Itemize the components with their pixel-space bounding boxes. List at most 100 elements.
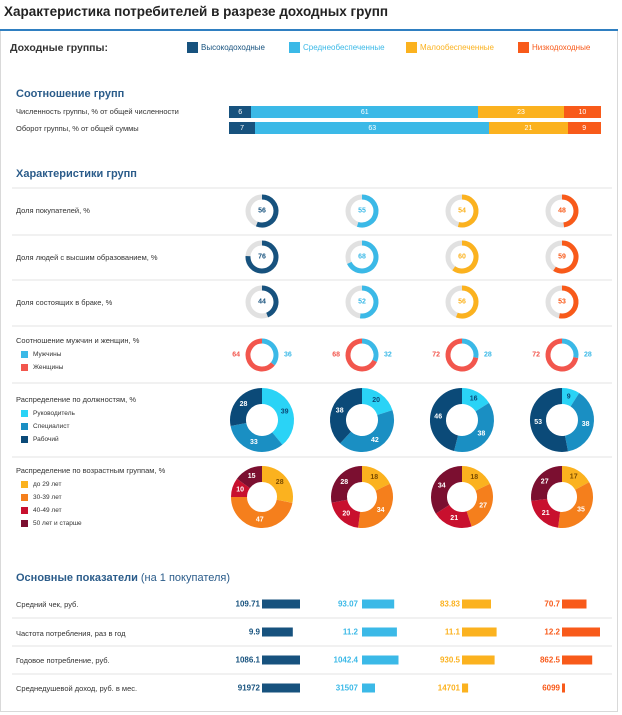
legend-text: Малообеспеченные <box>420 43 494 52</box>
age-donut-label: 28 <box>340 479 348 486</box>
gauge-value: 56 <box>258 208 266 215</box>
positions-donut-label: 38 <box>478 431 486 438</box>
indicator-value: 91972 <box>238 684 261 693</box>
content-frame <box>0 31 618 712</box>
age-donut-label: 15 <box>248 473 256 480</box>
gauge-value: 55 <box>358 208 366 215</box>
indicator-bar <box>262 599 300 609</box>
section-title-indicators: Основные показатели (на 1 покупателя) <box>16 572 230 584</box>
positions-donut-label: 42 <box>371 437 379 444</box>
gender-arc-men <box>461 338 479 359</box>
age-donut-segment <box>461 466 491 492</box>
age-donut-segment <box>361 466 391 492</box>
legend-swatch <box>21 481 28 488</box>
gender-value-women: 72 <box>432 352 440 359</box>
legend-swatch <box>289 42 300 53</box>
gauge-arc <box>558 285 579 319</box>
gauge-value: 60 <box>458 254 466 261</box>
positions-donut-label: 38 <box>336 408 344 415</box>
gauge-value: 48 <box>558 208 566 215</box>
legend-text: Высокодоходные <box>201 43 265 52</box>
indicator-bar <box>562 683 565 693</box>
section-title-subtext: (на 1 покупателя) <box>140 572 231 584</box>
positions-donut-segment <box>340 410 394 452</box>
gauge-value: 56 <box>458 299 466 306</box>
indicator-value: 1042.4 <box>334 656 359 665</box>
gender-arc-women <box>245 338 275 372</box>
age-donut-segment <box>261 466 293 503</box>
gender-value-women: 64 <box>232 352 240 359</box>
indicator-bar <box>462 655 495 665</box>
section-title-text: Основные показатели <box>16 572 138 584</box>
positions-donut-segment <box>430 388 463 451</box>
age-donut-label: 18 <box>370 474 378 481</box>
age-donut-label: 28 <box>276 479 284 486</box>
gender-value-men: 28 <box>484 352 492 359</box>
legend-swatch <box>406 42 417 53</box>
positions-donut-segment <box>561 387 580 407</box>
indicator-bar <box>262 655 300 665</box>
indicator-bar <box>562 627 600 637</box>
gauge-arc <box>553 240 579 274</box>
indicator-value: 93.07 <box>338 600 359 609</box>
age-donut-segment <box>331 499 361 528</box>
gender-arc-women <box>345 338 377 372</box>
legend-swatch <box>21 364 28 371</box>
gauge-arc <box>356 194 379 228</box>
age-donut-label: 27 <box>541 478 549 485</box>
stacked-bar-segment: 61 <box>251 106 479 118</box>
gender-value-men: 32 <box>384 352 392 359</box>
age-donut-label: 35 <box>577 506 585 513</box>
age-donut-segment <box>331 466 363 503</box>
age-donut-label: 17 <box>570 474 578 481</box>
positions-donut-segment <box>230 422 283 452</box>
legend-text: 50 лет и старше <box>33 520 82 527</box>
gender-value-women: 68 <box>332 352 340 359</box>
age-donut-label: 21 <box>542 510 550 517</box>
indicator-value: 862.5 <box>540 656 561 665</box>
positions-donut-label: 33 <box>250 439 258 446</box>
age-donut-segment <box>358 483 393 528</box>
stacked-bar-segment: 63 <box>255 122 490 134</box>
age-donut-label: 27 <box>479 503 487 510</box>
indicator-bar <box>462 599 491 609</box>
legend-text: Рабочий <box>33 436 59 443</box>
legend-label: Доходные группы: <box>10 42 108 54</box>
legend-swatch <box>21 351 28 358</box>
age-donut-label: 10 <box>236 486 244 493</box>
indicator-value: 930.5 <box>440 656 461 665</box>
gender-value-men: 36 <box>284 352 292 359</box>
row-label: Среднедушевой доход, руб. в мес. <box>16 684 138 693</box>
row-label: Распределение по должностям, % <box>16 395 136 404</box>
row-label: Оборот группы, % от общей суммы <box>16 124 139 133</box>
legend-swatch <box>187 42 198 53</box>
stacked-bar-segment: 21 <box>489 122 568 134</box>
positions-donut-label: 16 <box>470 396 478 403</box>
legend-text: Низкодоходные <box>532 43 591 52</box>
indicator-bar <box>562 655 593 665</box>
positions-donut-label: 9 <box>567 394 571 401</box>
indicator-value: 83.83 <box>440 600 461 609</box>
legend-text: Женщины <box>33 364 64 371</box>
indicator-value: 12.2 <box>544 628 560 637</box>
legend-text: Руководитель <box>33 410 75 417</box>
gauge-value: 68 <box>358 254 366 261</box>
indicator-value: 14701 <box>438 684 461 693</box>
legend-text: Мужчины <box>33 351 62 358</box>
row-label: Доля покупателей, % <box>16 206 90 215</box>
gender-arc-women <box>445 338 479 372</box>
age-donut-segment <box>531 466 563 501</box>
legend-swatch <box>21 410 28 417</box>
indicator-value: 11.2 <box>343 628 359 637</box>
gauge-arc <box>452 240 479 274</box>
legend-text: Специалист <box>33 423 70 430</box>
indicator-value: 6099 <box>542 684 560 693</box>
stacked-bar-segment: 10 <box>563 106 601 118</box>
row-label: Средний чек, руб. <box>16 600 79 609</box>
age-donut-segment <box>531 498 561 528</box>
legend-text: до 29 лет <box>33 481 62 488</box>
age-donut-segment <box>558 482 593 528</box>
indicator-bar <box>562 599 587 609</box>
gauge-value: 59 <box>558 254 566 261</box>
